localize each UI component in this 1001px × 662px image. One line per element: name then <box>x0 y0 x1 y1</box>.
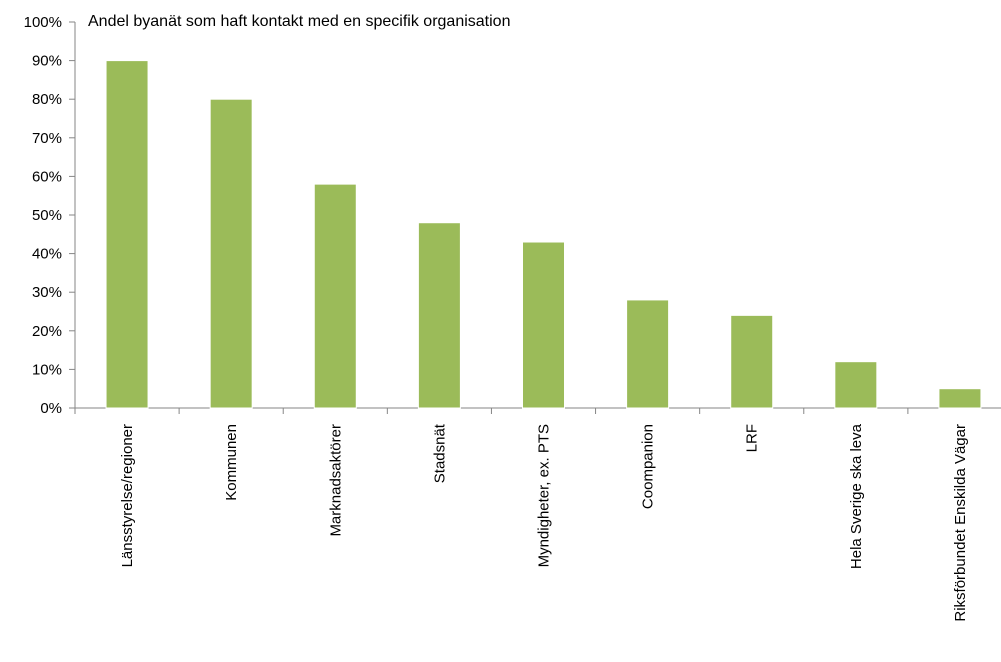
bar <box>522 241 565 409</box>
y-tick-label: 10% <box>32 361 62 378</box>
bar <box>626 299 670 409</box>
x-tick-label: Riksförbundet Enskilda Vägar <box>952 424 969 622</box>
x-tick-labels: Länsstyrelse/regioner Kommunen Marknadsakt… <box>119 423 969 621</box>
bar <box>938 388 982 409</box>
y-tick-label: 50% <box>32 207 62 224</box>
x-axis <box>74 407 1001 414</box>
y-tick-label: 20% <box>32 323 62 340</box>
x-tick-label: Länsstyrelse/regioner <box>119 424 136 567</box>
x-tick-label: Marknadsaktörer <box>327 424 344 537</box>
bar <box>730 314 774 409</box>
bar <box>417 222 461 409</box>
y-tick-label: 70% <box>32 130 62 147</box>
y-tick-label: 40% <box>32 246 62 263</box>
chart-title: Andel byanät som haft kontakt med en spe… <box>88 13 510 30</box>
x-tick-label: LRF <box>744 424 761 452</box>
y-tick-label: 60% <box>32 168 62 185</box>
x-tick-label: Myndigheter, ex. PTS <box>536 424 553 567</box>
bar <box>209 98 253 409</box>
bar <box>105 60 149 409</box>
y-tick-label: 80% <box>32 91 62 108</box>
bar <box>834 361 878 409</box>
x-tick-label: Kommunen <box>223 424 240 501</box>
y-tick-label: 100% <box>24 14 62 31</box>
x-tick-label: Coompanion <box>640 424 657 509</box>
y-axis: 0% 10% 20% 30% 40% 50% 60% 70% 80% 90% 100% <box>24 14 76 417</box>
y-tick-label: 0% <box>40 400 62 417</box>
bar <box>313 183 357 409</box>
y-tick-label: 90% <box>32 53 62 70</box>
bars <box>105 60 982 409</box>
y-tick-label: 30% <box>32 284 62 301</box>
x-tick-label: Stadsnät <box>431 423 448 483</box>
x-tick-label: Hela Sverige ska leva <box>848 423 865 569</box>
